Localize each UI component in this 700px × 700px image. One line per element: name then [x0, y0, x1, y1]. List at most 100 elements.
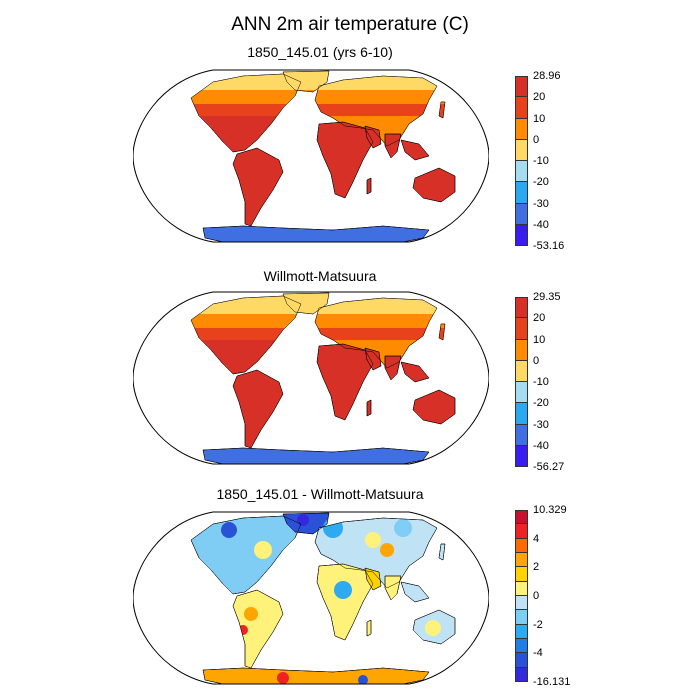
- map-border: [133, 511, 489, 685]
- colorbar-segment: [515, 360, 528, 382]
- coastline: [412, 389, 456, 425]
- coastline: [412, 167, 456, 203]
- colorbar-label: 10: [533, 333, 546, 346]
- colorbar-label: -30: [533, 418, 549, 431]
- colorbar-label: -10: [533, 155, 549, 167]
- colorbar-segment: [515, 595, 528, 611]
- colorbar-label: -2: [533, 618, 543, 631]
- anomaly-patch: [380, 543, 394, 557]
- coastline: [314, 517, 438, 589]
- coastline: [438, 101, 446, 119]
- coastline: [364, 125, 382, 149]
- colorbar-label: -4: [533, 647, 543, 660]
- colorbar-label: -56.27: [533, 461, 565, 473]
- coastline: [316, 563, 374, 641]
- colorbar-segment: [515, 610, 528, 625]
- coastline: [190, 295, 302, 375]
- coastline: [438, 323, 446, 341]
- continent-madagascar: [366, 177, 372, 195]
- continent-madagascar: [366, 399, 372, 417]
- continent-madagascar: [366, 619, 372, 637]
- temperature-band: [191, 328, 477, 340]
- colorbar-label: -20: [533, 176, 549, 189]
- ocean-background: [133, 512, 489, 684]
- anomaly-patch: [334, 581, 352, 599]
- anomaly-patch: [221, 522, 237, 538]
- coastline: [314, 297, 438, 369]
- panel-2-colorbar: [515, 297, 528, 467]
- ocean-background: [133, 292, 489, 464]
- coastline: [400, 581, 430, 603]
- coastline: [364, 567, 382, 591]
- coastline: [470, 423, 478, 439]
- colorbar-segment: [515, 76, 528, 98]
- panel-1-colorbar: [515, 76, 528, 246]
- colorbar-segment: [515, 624, 528, 639]
- coastline: [384, 355, 402, 381]
- coastline: [202, 667, 430, 684]
- panel-2-title: Willmott-Matsuura: [263, 268, 377, 284]
- coastline: [366, 619, 372, 637]
- colorbar-segment: [515, 297, 528, 319]
- coastline: [282, 70, 330, 93]
- colorbar-label: 10.329: [533, 504, 567, 516]
- coastline: [282, 512, 330, 535]
- colorbar-label: -30: [533, 197, 549, 210]
- temperature-band: [191, 104, 477, 116]
- colorbar-segment: [515, 318, 528, 340]
- colorbar-label: -53.16: [533, 240, 565, 252]
- coastline: [232, 369, 284, 449]
- colorbar-segment: [515, 118, 528, 140]
- anomaly-patch: [425, 620, 441, 636]
- coastline: [364, 347, 382, 371]
- panel-2-map: [133, 291, 489, 465]
- map-border: [133, 291, 489, 465]
- coastline: [470, 201, 478, 217]
- anomaly-patch: [277, 672, 289, 684]
- anomaly-patch: [394, 519, 412, 537]
- coastline: [412, 609, 456, 645]
- continent-nz: [470, 643, 478, 659]
- colorbar-segment: [515, 638, 528, 654]
- colorbar-segment: [515, 161, 528, 183]
- colorbar-label: 20: [533, 312, 546, 325]
- coastline: [202, 447, 430, 464]
- map-border: [133, 69, 489, 243]
- coastline: [400, 361, 430, 383]
- coastline: [190, 73, 302, 153]
- colorbar-label: 10: [533, 112, 546, 125]
- coastline: [366, 399, 372, 417]
- figure-title: ANN 2m air temperature (C): [231, 14, 469, 35]
- continent-nz: [470, 201, 478, 217]
- panel-1-map: [133, 69, 489, 243]
- colorbar-segment: [515, 445, 528, 467]
- colorbar-segment: [515, 424, 528, 446]
- colorbar-label: -20: [533, 397, 549, 410]
- anomaly-patch: [297, 514, 309, 526]
- coastline: [316, 121, 374, 199]
- ocean-background: [133, 70, 489, 242]
- colorbar-label: 20: [533, 91, 546, 104]
- colorbar-label: 29.35: [533, 291, 561, 303]
- colorbar-segment: [515, 224, 528, 246]
- coastline: [400, 139, 430, 161]
- colorbar-segment: [515, 403, 528, 425]
- continent-nz: [470, 423, 478, 439]
- coastline: [314, 75, 438, 147]
- colorbar-label: -10: [533, 376, 549, 388]
- coastline: [190, 515, 302, 595]
- colorbar-label: 0: [533, 590, 540, 602]
- colorbar-segment: [515, 538, 528, 553]
- coastline: [384, 575, 402, 601]
- colorbar-segment: [515, 653, 528, 668]
- colorbar-segment: [515, 97, 528, 119]
- colorbar-label: 28.96: [533, 70, 561, 82]
- coastline: [232, 147, 284, 227]
- coastline: [470, 643, 478, 659]
- coastline: [282, 292, 330, 315]
- temperature-band: [191, 314, 477, 328]
- colorbar-label: 0: [533, 133, 540, 146]
- colorbar-label: -40: [533, 218, 549, 231]
- colorbar-segment: [515, 667, 528, 682]
- coastline: [202, 225, 430, 242]
